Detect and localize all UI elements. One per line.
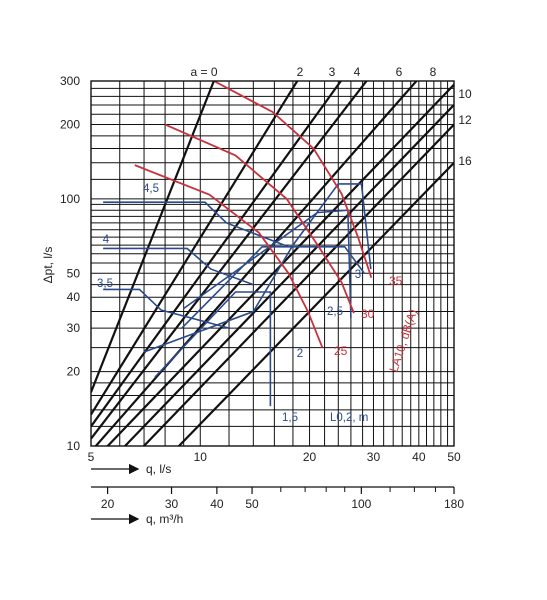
x-tick-label-m3h: 20 bbox=[101, 497, 115, 511]
blade-line bbox=[91, 81, 368, 440]
throw-curve bbox=[103, 288, 230, 329]
throw-curve-label: 4 bbox=[103, 234, 110, 246]
x-tick-label-ls: 20 bbox=[303, 450, 317, 464]
x-tick-label-ls: 30 bbox=[367, 450, 381, 464]
y-axis-label: Δpt, l/s bbox=[41, 247, 55, 284]
blade-label: 16 bbox=[458, 154, 472, 168]
x-axis-label-ls: q, l/s bbox=[146, 462, 171, 476]
x-tick-label-m3h: 30 bbox=[165, 497, 179, 511]
y-tick-label: 200 bbox=[60, 118, 80, 132]
throw-curve bbox=[143, 183, 372, 353]
throw-curve bbox=[183, 209, 352, 318]
y-tick-label: 100 bbox=[60, 192, 80, 206]
blade-line bbox=[94, 81, 418, 446]
throw-curve bbox=[103, 201, 289, 248]
throw-curves bbox=[103, 183, 372, 407]
blade-label: 4 bbox=[354, 65, 361, 79]
sound-level-curves bbox=[134, 81, 373, 349]
blade-line bbox=[91, 81, 215, 393]
y-tick-label: 10 bbox=[67, 439, 81, 453]
blade-line bbox=[91, 81, 342, 428]
y-tick-label: 30 bbox=[67, 321, 81, 335]
blade-line bbox=[91, 81, 299, 416]
blade-label: 8 bbox=[430, 65, 437, 79]
blade-label: a = 0 bbox=[190, 65, 217, 79]
x-tick-label-ls: 5 bbox=[88, 450, 95, 464]
throw-curve bbox=[154, 291, 272, 407]
x-tick-label-m3h: 180 bbox=[444, 497, 464, 511]
y-tick-label: 50 bbox=[67, 266, 81, 280]
blade-line bbox=[106, 83, 454, 446]
x-tick-label-ls: 10 bbox=[194, 450, 208, 464]
throw-curve-label: 3 bbox=[355, 269, 361, 281]
sound-curve-label: 25 bbox=[334, 344, 348, 358]
blade-line bbox=[142, 123, 454, 446]
y-tick-label: 40 bbox=[67, 290, 81, 304]
x-tick-label-m3h: 50 bbox=[245, 497, 259, 511]
blade-line bbox=[177, 162, 454, 446]
blade-position-lines bbox=[91, 81, 454, 446]
throw-curve-label: 3,5 bbox=[97, 278, 113, 290]
throw-curve-label: 2,5 bbox=[327, 306, 343, 318]
throw-curve-label: 4,5 bbox=[143, 183, 159, 195]
throw-curve-label: 2 bbox=[297, 348, 303, 360]
axes: q, l/s q, m³/h Δpt, l/s 10 20 30 40 50 100 200… bbox=[41, 74, 464, 526]
blade-line bbox=[123, 104, 454, 446]
x-axis-label-m3h: q, m³/h bbox=[146, 512, 183, 526]
y-tick-label: 300 bbox=[60, 74, 80, 88]
sound-curve bbox=[134, 164, 324, 349]
sound-axis-label: LA10, dB(A) bbox=[387, 307, 421, 374]
throw-curve bbox=[181, 245, 365, 329]
plot-frame bbox=[90, 80, 455, 447]
sound-curve-label: 35 bbox=[389, 274, 403, 288]
blade-label: 3 bbox=[329, 65, 336, 79]
x-tick-label-m3h: 100 bbox=[351, 497, 371, 511]
y-tick-label: 20 bbox=[67, 365, 81, 379]
blade-label: 10 bbox=[458, 87, 472, 101]
blade-label: 12 bbox=[458, 113, 472, 127]
x-tick-label-m3h: 40 bbox=[210, 497, 224, 511]
throw-axis-label: L0,2, m bbox=[330, 412, 368, 424]
blade-label: 2 bbox=[297, 65, 304, 79]
x-tick-label-ls: 40 bbox=[412, 450, 426, 464]
blade-label: 6 bbox=[396, 65, 403, 79]
grid-lines bbox=[90, 80, 455, 447]
sound-curve bbox=[164, 123, 355, 314]
throw-curve-label: 1,5 bbox=[282, 412, 298, 424]
x-tick-label-ls: 50 bbox=[447, 450, 461, 464]
sound-curve-label: 30 bbox=[361, 307, 375, 321]
sound-curve bbox=[213, 81, 373, 278]
